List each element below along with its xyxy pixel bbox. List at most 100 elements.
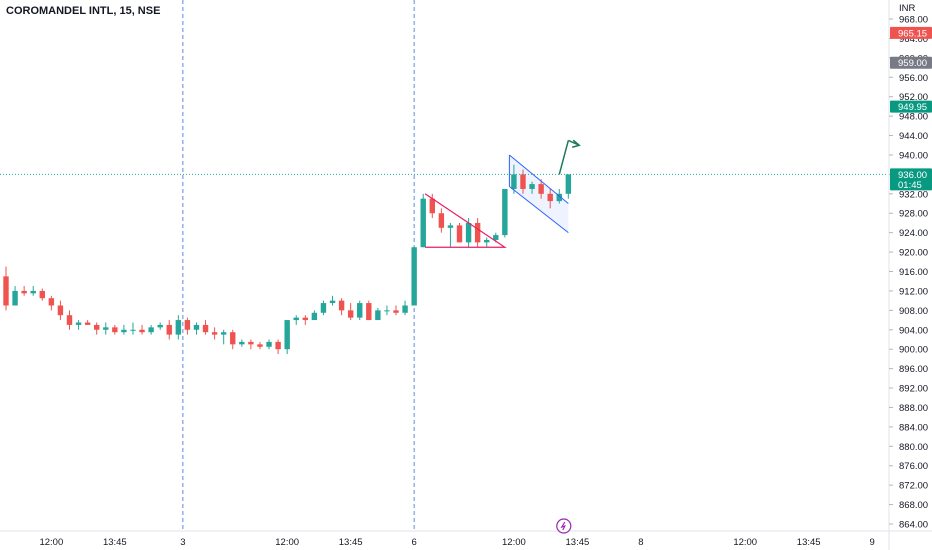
candle[interactable] xyxy=(284,320,290,355)
candle[interactable] xyxy=(94,322,100,335)
candle[interactable] xyxy=(311,310,318,321)
candle[interactable] xyxy=(402,300,408,316)
candle[interactable] xyxy=(139,324,145,335)
candle[interactable] xyxy=(166,320,172,340)
candle-body xyxy=(175,320,182,335)
chart-title: COROMANDEL INTL, 15, NSE xyxy=(6,5,161,17)
time-axis[interactable]: 12:00 13:45 3 12:00 13:45 6 12:00 13:45 8 12:00 13… xyxy=(0,530,932,548)
channel-lower-line[interactable] xyxy=(509,186,569,234)
candle[interactable] xyxy=(357,300,363,321)
candle[interactable] xyxy=(302,315,309,325)
candle[interactable] xyxy=(484,237,490,248)
candle-body xyxy=(329,300,336,304)
price-axis[interactable]: INR 968.00964.00960.00956.00952.00948.00… xyxy=(888,0,928,550)
candle-body xyxy=(538,184,544,194)
candle[interactable] xyxy=(529,181,535,194)
candle[interactable] xyxy=(420,193,426,248)
candle-body xyxy=(39,290,45,299)
candles[interactable] xyxy=(3,164,572,355)
candle[interactable] xyxy=(375,307,381,321)
candle[interactable] xyxy=(338,298,345,316)
candle[interactable] xyxy=(148,324,154,335)
candle[interactable] xyxy=(447,222,454,248)
candle[interactable] xyxy=(121,324,127,335)
candle[interactable] xyxy=(248,339,254,350)
candle-body xyxy=(139,329,145,333)
candle[interactable] xyxy=(538,179,544,199)
badge-label: 949.95 xyxy=(898,102,927,113)
candle[interactable] xyxy=(384,305,390,316)
candle[interactable] xyxy=(66,310,73,330)
candle[interactable] xyxy=(511,164,517,194)
candle[interactable] xyxy=(21,286,27,296)
candle[interactable] xyxy=(429,193,435,219)
candle[interactable] xyxy=(130,322,136,335)
candle-body xyxy=(184,320,191,330)
candle-body xyxy=(320,303,327,313)
candle[interactable] xyxy=(275,339,281,355)
triangle-pattern[interactable] xyxy=(424,193,507,248)
candle[interactable] xyxy=(184,317,191,335)
candle[interactable] xyxy=(202,320,209,335)
candle[interactable] xyxy=(239,339,245,347)
y-tick-label: 892.00 xyxy=(899,384,928,395)
candle[interactable] xyxy=(30,286,36,296)
currency-label: INR xyxy=(899,3,916,14)
candle[interactable] xyxy=(547,188,553,209)
candle[interactable] xyxy=(329,295,336,306)
y-tick-label: 888.00 xyxy=(899,403,928,414)
candle[interactable] xyxy=(411,247,417,306)
candle[interactable] xyxy=(193,322,200,335)
y-tick-label: 896.00 xyxy=(899,364,928,375)
candle[interactable] xyxy=(456,222,463,243)
candle[interactable] xyxy=(565,174,572,199)
candle-body xyxy=(402,305,408,313)
candle[interactable] xyxy=(211,327,218,340)
candle[interactable] xyxy=(393,305,399,316)
pattern-drawings[interactable] xyxy=(424,139,581,248)
candle[interactable] xyxy=(520,169,526,194)
y-tick-label: 928.00 xyxy=(899,209,928,220)
arrow-up-icon[interactable] xyxy=(558,140,570,175)
candle-body xyxy=(220,332,227,335)
candle-body xyxy=(465,222,472,243)
candle-body xyxy=(511,174,517,189)
candle-body xyxy=(21,290,27,294)
candle[interactable] xyxy=(347,303,354,321)
candle[interactable] xyxy=(75,320,82,330)
candle[interactable] xyxy=(112,324,118,335)
candle[interactable] xyxy=(366,300,372,321)
replay-icon[interactable] xyxy=(556,518,572,534)
candle[interactable] xyxy=(84,320,91,325)
candle-body xyxy=(211,332,218,335)
candle-body xyxy=(357,303,363,318)
candle[interactable] xyxy=(502,188,508,238)
candle[interactable] xyxy=(230,329,236,350)
candle[interactable] xyxy=(157,322,163,330)
channel-upper-line[interactable] xyxy=(509,154,569,204)
candle[interactable] xyxy=(320,300,327,316)
candle[interactable] xyxy=(474,218,481,248)
candle[interactable] xyxy=(48,295,55,311)
candle[interactable] xyxy=(12,286,18,306)
candle[interactable] xyxy=(266,339,272,350)
badge-bg xyxy=(890,168,932,191)
candle[interactable] xyxy=(175,315,182,340)
candle[interactable] xyxy=(103,322,109,335)
candle[interactable] xyxy=(220,329,227,345)
candle-body xyxy=(257,344,263,347)
candle[interactable] xyxy=(39,288,45,301)
y-tick-label: 920.00 xyxy=(899,248,928,259)
candle[interactable] xyxy=(3,266,9,311)
y-tick-label: 924.00 xyxy=(899,228,928,239)
candle-body xyxy=(338,300,345,311)
candle[interactable] xyxy=(57,300,64,321)
candle[interactable] xyxy=(257,341,263,350)
candle[interactable] xyxy=(293,315,299,325)
candle-body xyxy=(130,329,136,331)
candle-body xyxy=(420,198,426,248)
candle[interactable] xyxy=(438,208,445,233)
